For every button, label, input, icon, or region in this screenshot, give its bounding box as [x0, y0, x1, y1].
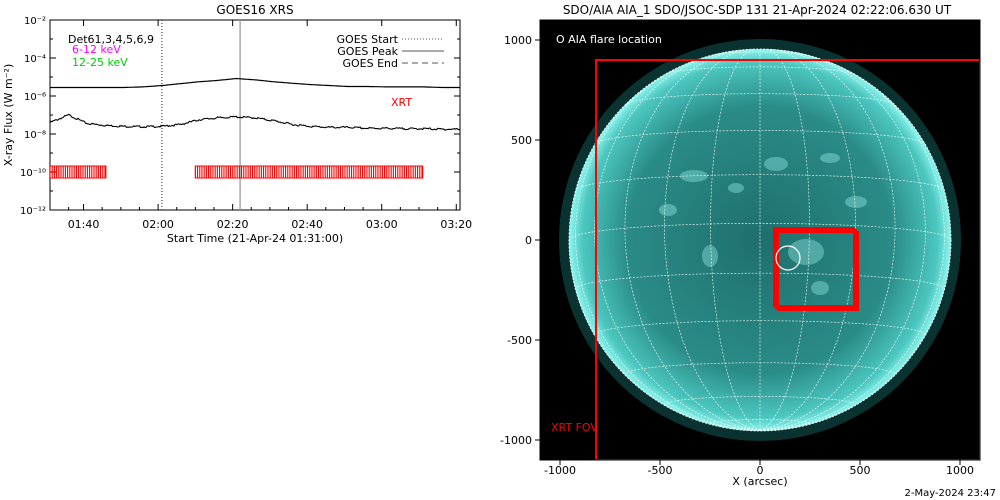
aia-y-tick-label: 0	[525, 234, 532, 247]
lightcurve-x-ticks: 01:40 02:00 02:20 02:40 03:00 03:20	[68, 20, 472, 231]
xrt-pointing-boxes	[773, 227, 859, 311]
lightcurve-legend: GOES Start GOES Peak GOES End	[337, 33, 444, 70]
lightcurve-y-tick-label: 10⁻¹²	[20, 206, 46, 217]
xrt-pointing-box	[773, 227, 855, 307]
band-label-12-25: 12-25 keV	[72, 56, 128, 69]
aia-y-tick-label: -1000	[500, 434, 532, 447]
aia-x-tick-label: 0	[757, 464, 764, 477]
lightcurve-x-tick-label: 03:20	[440, 218, 472, 231]
lightcurve-x-tick-label: 02:20	[217, 218, 249, 231]
xrt-pointing-box	[777, 231, 859, 311]
latitude-line	[665, 66, 855, 75]
bright-region	[788, 239, 824, 265]
lightcurve-y-label: X-ray Flux (W m⁻²)	[2, 64, 15, 166]
series-high-energy-line	[50, 77, 460, 89]
lightcurve-x-tick-label: 03:00	[366, 218, 398, 231]
longitude-line	[759, 48, 856, 431]
band-label-6-12: 6-12 keV	[72, 43, 121, 56]
xrt-pointing-box	[775, 229, 857, 309]
lightcurve-y-tick-label: 10⁻¹⁰	[20, 168, 46, 179]
bright-region	[764, 157, 788, 171]
active-region-brightenings	[659, 153, 867, 295]
bright-region	[728, 183, 744, 193]
xrt-coverage-marks	[50, 165, 424, 179]
bright-region	[702, 245, 718, 267]
bright-region	[845, 196, 867, 208]
series-low-energy-line	[50, 113, 460, 131]
legend-goes-end: GOES End	[342, 57, 398, 70]
aia-y-tick-label: 1000	[504, 34, 532, 47]
bright-region	[820, 153, 840, 163]
solar-limb	[568, 48, 952, 432]
aia-y-ticks: -1000 -500 0 500 1000	[500, 34, 540, 447]
longitude-line	[624, 49, 761, 431]
bright-region	[659, 204, 677, 216]
xrt-coverage-interval	[50, 165, 107, 179]
lightcurve-y-ticks: 10⁻¹² 10⁻¹⁰ 10⁻⁸ 10⁻⁶ 10⁻⁴ 10⁻²	[20, 16, 460, 217]
aia-x-tick-label: -500	[648, 464, 673, 477]
legend-goes-start: GOES Start	[337, 33, 399, 46]
xrt-label: XRT	[391, 96, 412, 109]
xrt-fov-box	[595, 59, 980, 460]
aia-legend-text: O AIA flare location	[556, 33, 662, 46]
longitude-line	[759, 51, 926, 431]
aia-x-tick-label: 1000	[946, 464, 974, 477]
longitude-line	[664, 48, 761, 431]
aia-x-tick-label: -1000	[544, 464, 576, 477]
lightcurve-y-tick-label: 10⁻⁶	[24, 92, 46, 103]
aia-y-tick-label: 500	[511, 134, 532, 147]
aia-x-tick-label: 500	[850, 464, 871, 477]
xrt-fov-label: XRT FOV	[551, 421, 598, 434]
latitude-line	[575, 272, 945, 290]
bright-region	[811, 281, 829, 295]
footer-timestamp: 2-May-2024 23:47	[904, 488, 996, 499]
legend-goes-peak: GOES Peak	[337, 45, 398, 58]
lightcurve-y-tick-label: 10⁻⁸	[24, 130, 46, 141]
aia-x-ticks: -1000 -500 0 500 1000	[544, 460, 974, 477]
aia-image-panel: SDO/AIA AIA_1 SDO/JSOC-SDP 131 21-Apr-20…	[500, 3, 981, 488]
lightcurve-x-tick-label: 02:40	[291, 218, 323, 231]
longitude-line	[710, 48, 761, 431]
aia-y-tick-label: -500	[507, 334, 532, 347]
longitude-line	[759, 49, 896, 431]
lightcurve-y-tick-label: 10⁻²	[24, 16, 46, 27]
aia-x-label: X (arcsec)	[732, 475, 787, 488]
goes-lightcurve-panel: GOES16 XRS 01:40 02:00 02:20 02:40 03:00 03:2…	[2, 3, 472, 245]
lightcurve-series	[50, 77, 460, 131]
longitude-line	[575, 60, 761, 431]
lightcurve-title: GOES16 XRS	[216, 3, 293, 17]
flare-location-marker	[775, 245, 801, 271]
longitude-line	[759, 48, 810, 431]
detectors-label: Det61,3,4,5,6,9	[68, 33, 154, 46]
lightcurve-y-tick-label: 10⁻⁴	[24, 54, 46, 65]
lightcurve-x-tick-label: 01:40	[68, 218, 100, 231]
latitude-line	[594, 130, 926, 145]
lightcurve-x-tick-label: 02:00	[142, 218, 174, 231]
lightcurve-x-label: Start Time (21-Apr-24 01:31:00)	[167, 232, 343, 245]
aia-title: SDO/AIA AIA_1 SDO/JSOC-SDP 131 21-Apr-20…	[563, 3, 952, 17]
longitude-line	[759, 60, 945, 431]
